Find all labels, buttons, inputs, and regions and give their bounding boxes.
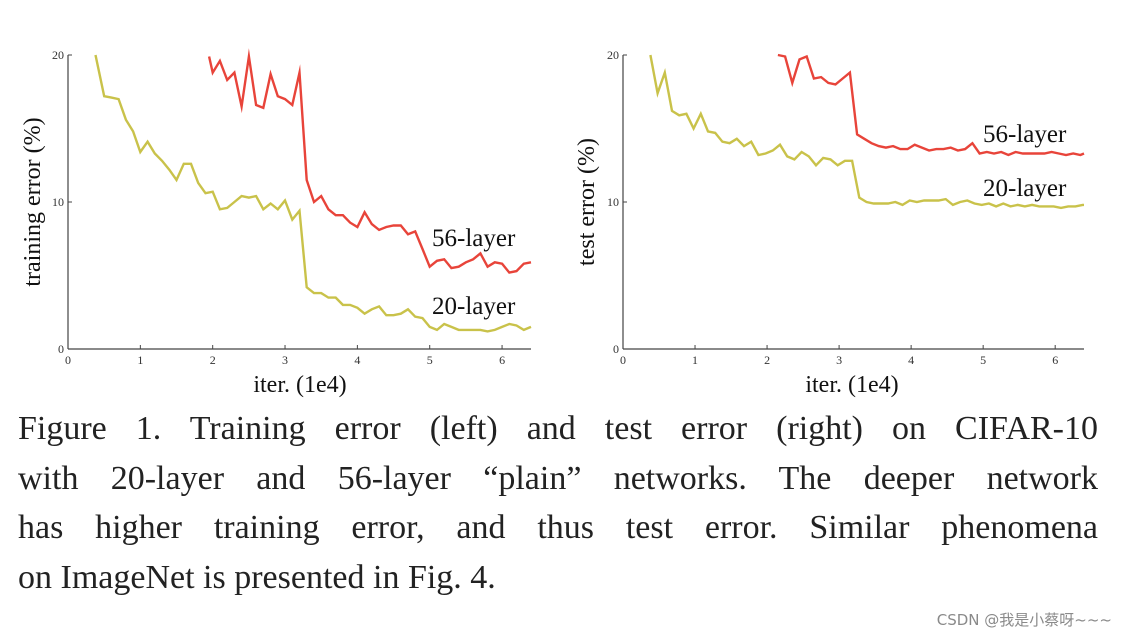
x-tick-label: 6 bbox=[1052, 353, 1058, 367]
x-tick-label: 2 bbox=[764, 353, 770, 367]
chart-2: 0 1 2 3 4 5 6 0 10 20 iter. (1e4) test error (%) 56-… bbox=[574, 48, 1085, 398]
series-label-56-layer: 56-layer bbox=[983, 121, 1067, 148]
x-tick-label: 0 bbox=[65, 353, 71, 367]
y-tick-label: 10 bbox=[607, 195, 619, 209]
x-tick-label: 6 bbox=[499, 353, 505, 367]
series-line-20-layer bbox=[649, 54, 1084, 210]
watermark: CSDN @我是小蔡呀~~~ bbox=[936, 611, 1112, 629]
x-tick-label: 0 bbox=[620, 353, 626, 367]
x-tick-label: 1 bbox=[692, 353, 698, 367]
x-tick-label: 4 bbox=[354, 353, 360, 367]
x-tick-label: 2 bbox=[210, 353, 216, 367]
series-line-56-layer bbox=[207, 48, 532, 274]
caption-line-4: on ImageNet is presented in Fig. 4. bbox=[18, 558, 496, 596]
figure-caption: Figure 1. Training error (left) and test… bbox=[18, 404, 1098, 602]
caption-line-2: with 20-layer and 56-layer “plain” netwo… bbox=[18, 459, 1098, 497]
caption-line-1: Figure 1. Training error (left) and test… bbox=[18, 410, 1098, 447]
series-label-20-layer: 20-layer bbox=[432, 293, 516, 320]
x-axis-label: iter. (1e4) bbox=[253, 372, 346, 398]
series-label-20-layer: 20-layer bbox=[983, 175, 1067, 202]
y-tick-label: 20 bbox=[52, 48, 64, 62]
series-line-56-layer bbox=[777, 53, 1085, 157]
caption-line-3: has higher training error, and thus test… bbox=[18, 509, 1098, 546]
series-label-56-layer: 56-layer bbox=[432, 225, 516, 252]
x-tick-label: 4 bbox=[908, 353, 914, 367]
series-line-20-layer bbox=[94, 54, 532, 333]
x-tick-label: 5 bbox=[980, 353, 986, 367]
y-tick-label: 10 bbox=[52, 195, 64, 209]
chart-1: 0 1 2 3 4 5 6 0 10 20 iter. (1e4) training error (%… bbox=[20, 48, 532, 398]
x-tick-label: 1 bbox=[137, 353, 143, 367]
y-axis-label: training error (%) bbox=[20, 117, 46, 286]
x-axis-label: iter. (1e4) bbox=[805, 372, 898, 398]
x-tick-label: 3 bbox=[836, 353, 842, 367]
x-tick-label: 5 bbox=[427, 353, 433, 367]
y-tick-label: 0 bbox=[58, 342, 64, 356]
y-tick-label: 20 bbox=[607, 48, 619, 62]
y-axis-label: test error (%) bbox=[574, 138, 600, 266]
y-tick-label: 0 bbox=[613, 342, 619, 356]
x-tick-label: 3 bbox=[282, 353, 288, 367]
